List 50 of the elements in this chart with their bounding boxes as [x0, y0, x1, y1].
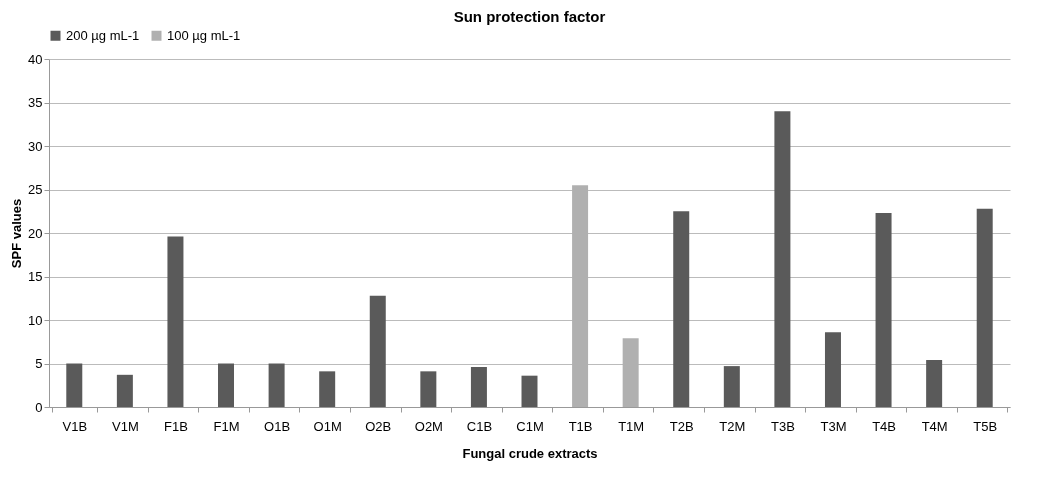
x-tick-label: V1B — [62, 418, 88, 434]
y-tick-label: 20 — [28, 225, 43, 241]
bar — [976, 208, 993, 407]
x-tick-label: T1B — [568, 418, 593, 434]
x-tick-label: T2M — [719, 418, 746, 434]
bar — [824, 332, 841, 407]
bar — [521, 375, 538, 407]
x-tick-label: T1M — [618, 418, 645, 434]
legend-label: 100 µg mL-1 — [167, 27, 241, 43]
y-tick-label: 5 — [35, 356, 43, 371]
x-tick-label: T4M — [921, 418, 948, 434]
bar — [420, 371, 437, 407]
y-tick-label: 0 — [35, 399, 43, 415]
bar — [218, 363, 235, 407]
x-tick-label: F1B — [164, 418, 188, 434]
bar — [723, 366, 740, 407]
y-tick-label: 25 — [28, 182, 43, 197]
bar — [268, 363, 285, 407]
x-tick-label: O1M — [313, 418, 342, 434]
x-tick-label: T3M — [820, 418, 847, 434]
x-tick-label: C1M — [516, 418, 544, 434]
bar — [875, 212, 892, 407]
y-tick-label: 35 — [28, 95, 43, 110]
bar — [319, 371, 336, 407]
x-tick-label: T2B — [669, 418, 694, 434]
x-tick-label: T3B — [770, 418, 795, 434]
y-tick-label: 15 — [28, 269, 43, 284]
x-tick-label: O1B — [264, 418, 291, 434]
bar — [673, 211, 690, 407]
bar — [774, 111, 791, 407]
y-axis-title: SPF values — [9, 198, 25, 269]
legend-label: 200 µg mL-1 — [66, 27, 140, 43]
bar — [116, 374, 133, 407]
bar — [926, 360, 943, 407]
y-tick-label: 10 — [28, 312, 43, 328]
y-tick-label: 30 — [28, 138, 43, 154]
x-tick-label: V1M — [112, 418, 139, 434]
x-tick-label: O2B — [365, 418, 392, 434]
x-tick-label: O2M — [414, 418, 443, 434]
bar — [369, 295, 386, 407]
x-tick-label: T5B — [973, 418, 998, 434]
bar — [66, 363, 83, 407]
bar — [167, 236, 184, 407]
bar — [470, 366, 487, 407]
y-tick-label: 40 — [28, 51, 43, 67]
chart-title: Sun protection factor — [453, 8, 606, 25]
x-tick-label: C1B — [466, 418, 493, 434]
x-axis-title: Fungal crude extracts — [462, 445, 598, 461]
x-tick-label: F1M — [213, 418, 240, 434]
x-tick-label: T4B — [872, 418, 896, 434]
